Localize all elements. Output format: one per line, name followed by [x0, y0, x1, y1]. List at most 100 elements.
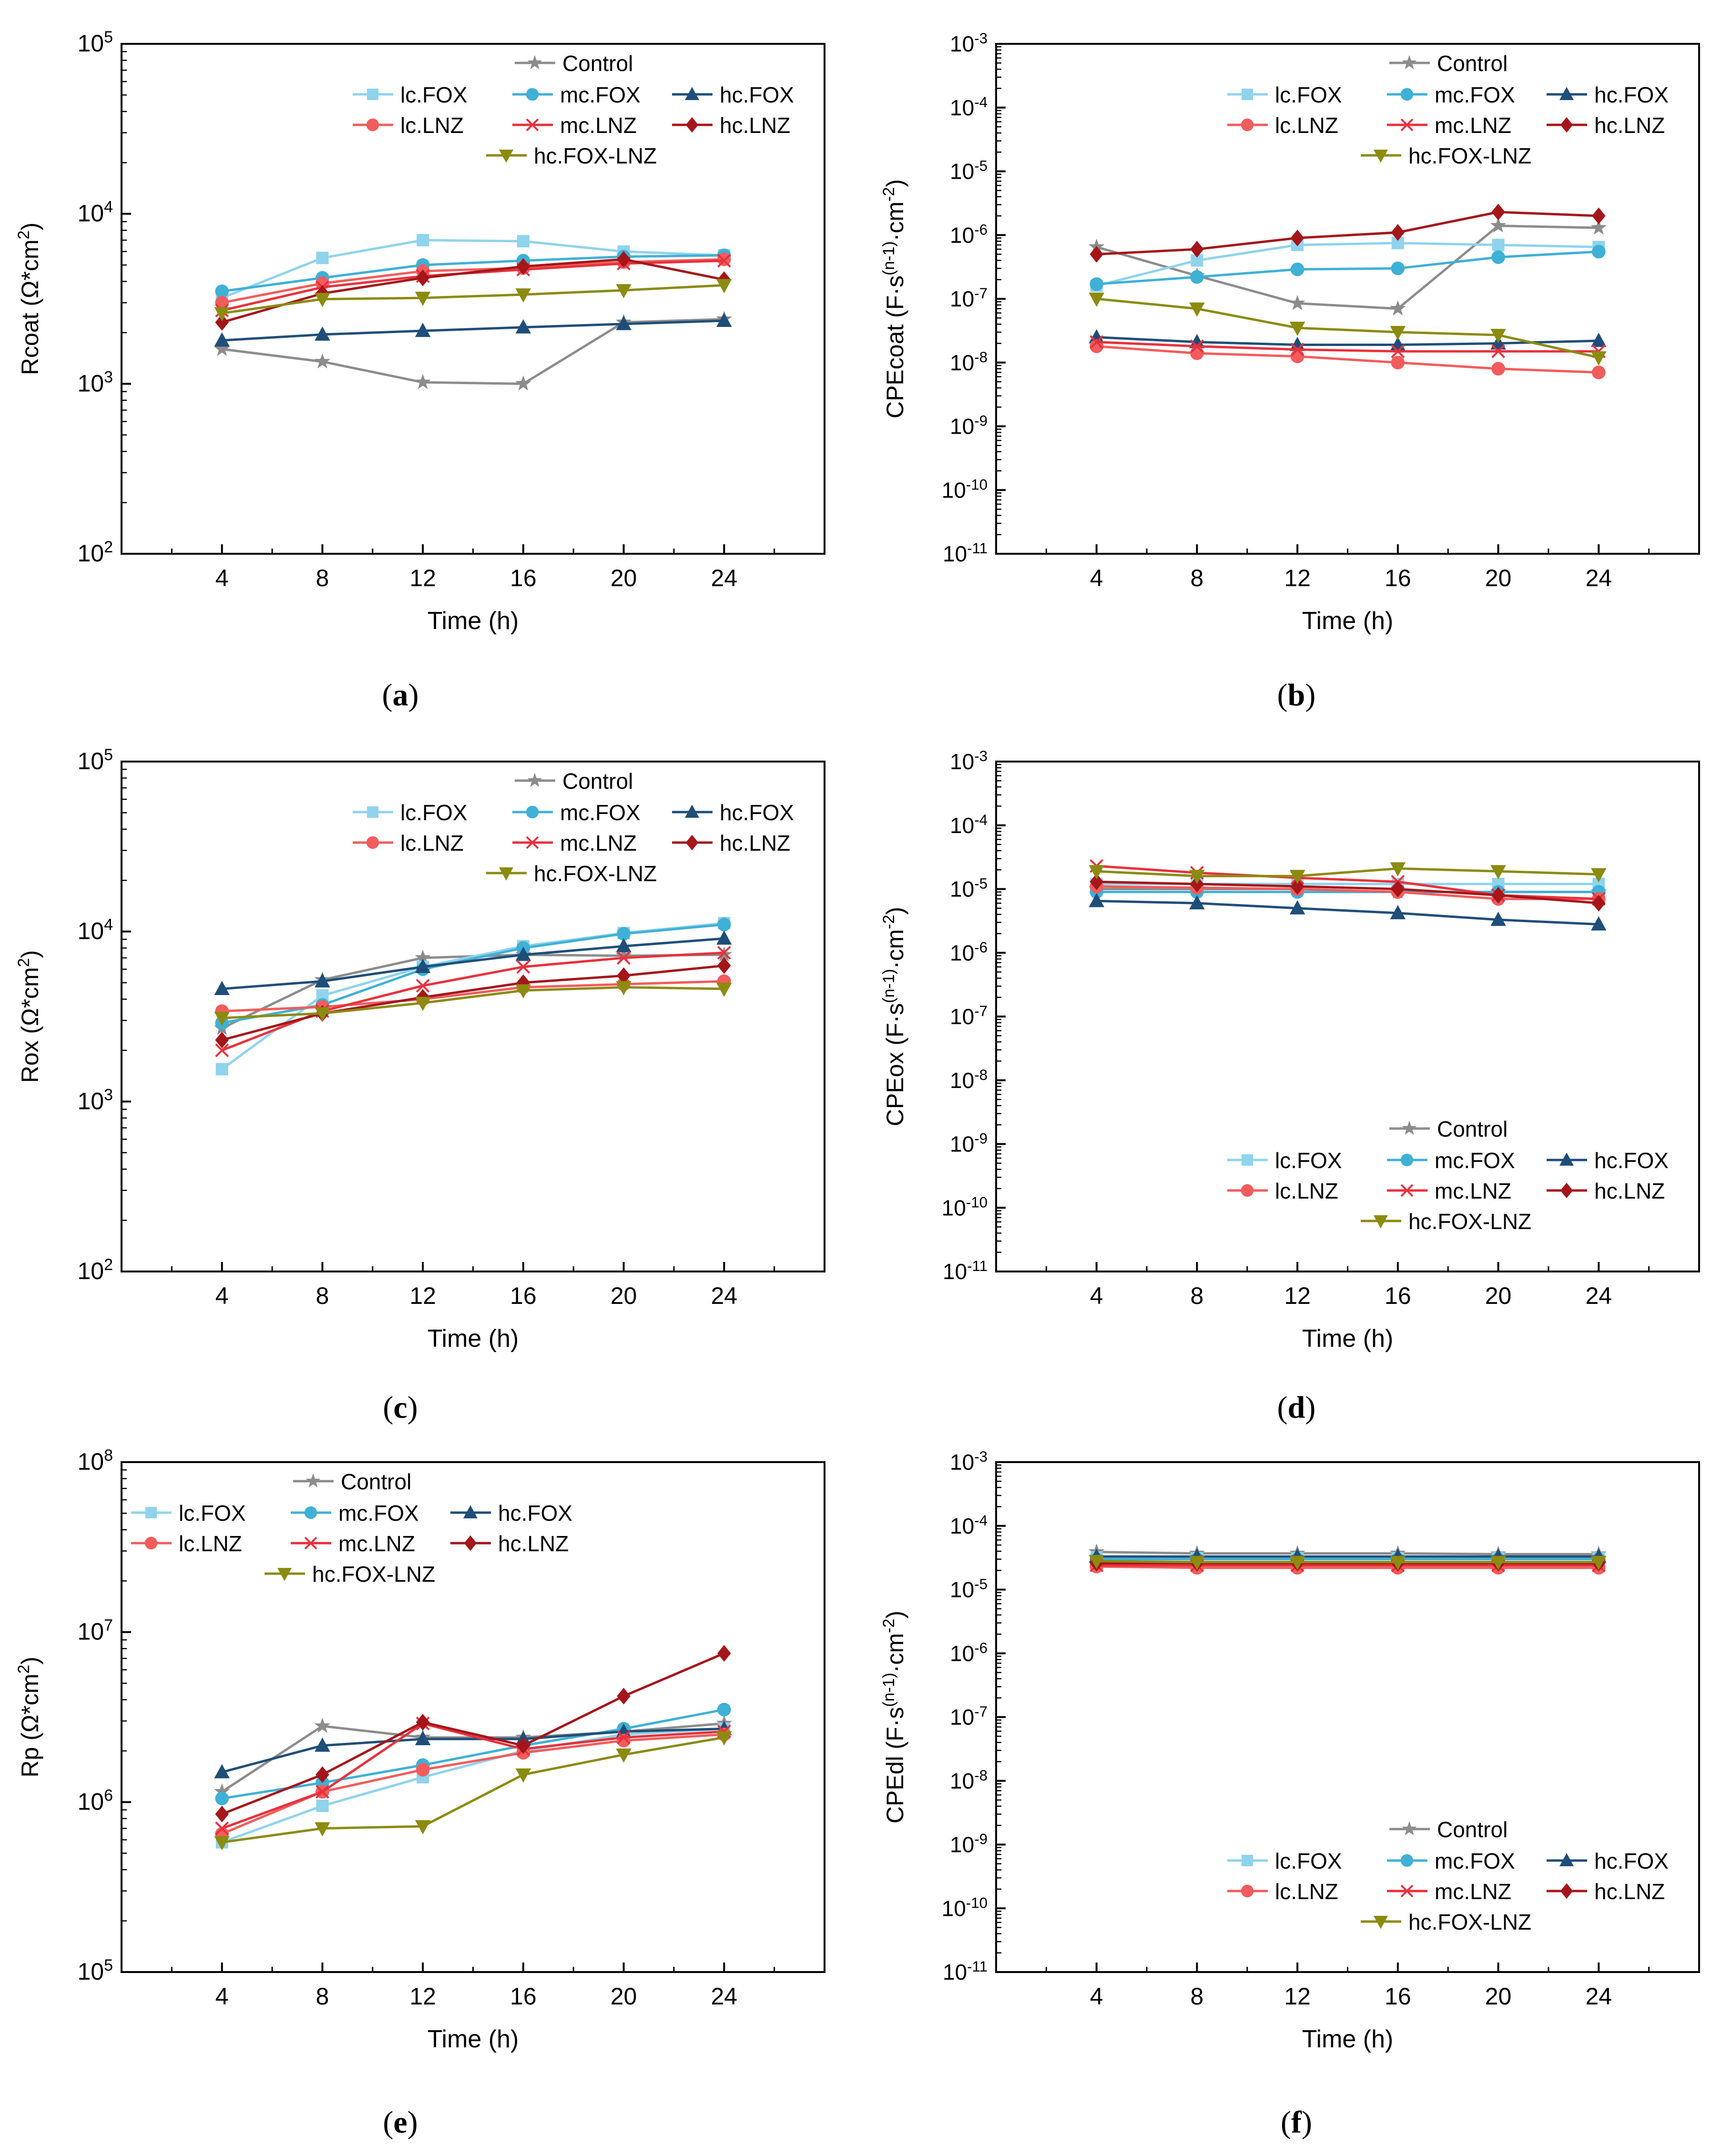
marker-cross [215, 1043, 229, 1058]
marker-star [527, 55, 542, 70]
marker-star [314, 1718, 331, 1733]
legend-item-lc-lnz: lc.LNZ [1227, 113, 1338, 138]
marker-triangle-down [1374, 1215, 1388, 1229]
series-line [1096, 900, 1599, 925]
y-tick-label: 103 [77, 368, 113, 397]
marker-triangle-down [214, 307, 230, 322]
marker-triangle-up [1289, 900, 1305, 915]
marker-square [215, 1063, 228, 1076]
marker-star [214, 1783, 230, 1799]
marker-triangle-down [214, 1836, 230, 1851]
x-tick-label: 4 [1090, 1282, 1103, 1309]
legend-item-mc-fox: mc.FOX [1387, 82, 1515, 107]
legend-item-hc-fox-lnz: hc.FOX-LNZ [1361, 143, 1531, 168]
y-tick-label: 10-5 [950, 875, 988, 902]
series-hc-fox-lnz [1089, 862, 1607, 885]
marker-diamond [1491, 203, 1505, 221]
marker-circle [526, 88, 539, 101]
x-tick-label: 20 [611, 565, 637, 591]
series-hc-fox [1089, 329, 1607, 351]
series-line [222, 284, 724, 315]
legend: Control lc.FOX mc.FOX hc.FOX lc.LNZ mc.LNZ hc.… [1227, 1117, 1669, 1234]
marker-star [527, 773, 542, 787]
x-tick-label: 24 [1585, 565, 1612, 591]
marker-circle [1391, 356, 1405, 370]
x-tick-label: 8 [316, 1983, 329, 2010]
series-line [222, 319, 724, 342]
marker-diamond [1290, 878, 1304, 895]
marker-star [1402, 1120, 1417, 1135]
series-hc-fox [214, 930, 732, 995]
marker-star [615, 947, 632, 963]
legend-label: lc.LNZ [400, 113, 464, 138]
legend-item-control: Control [515, 51, 633, 76]
marker-circle [1491, 362, 1505, 376]
legend-item-control: Control [293, 1469, 411, 1494]
legend-item-hc-lnz: hc.LNZ [672, 113, 790, 138]
legend: Control lc.FOX mc.FOX hc.FOX lc.LNZ mc.LNZ hc.… [353, 51, 794, 168]
legend-label: lc.FOX [179, 1501, 246, 1525]
marker-triangle-up [1289, 336, 1305, 351]
marker-diamond [516, 258, 530, 275]
x-tick-label: 20 [1485, 1282, 1512, 1309]
series-hc-fox [214, 313, 732, 347]
marker-cross [1400, 118, 1414, 132]
series-line [1096, 1565, 1599, 1569]
marker-triangle-down [716, 1731, 732, 1746]
legend-item-mc-fox: mc.FOX [291, 1501, 419, 1525]
legend-label: hc.FOX [720, 82, 794, 107]
x-axis-label: Time (h) [1302, 607, 1394, 635]
series-line [1096, 1550, 1599, 1556]
legend: Control lc.FOX mc.FOX hc.FOX lc.LNZ mc.LNZ hc.… [1227, 51, 1669, 168]
series-line [222, 1727, 724, 1773]
x-tick-label: 4 [1090, 565, 1103, 591]
series-line [222, 1708, 724, 1800]
legend-item-control: Control [1389, 1117, 1508, 1141]
y-axis: 105 106 107 108 [77, 1446, 131, 1985]
legend-item-lc-fox: lc.FOX [1227, 1849, 1342, 1873]
marker-triangle-down [616, 981, 632, 996]
y-tick-label: 10-3 [950, 30, 988, 57]
legend-item-lc-fox: lc.FOX [131, 1501, 246, 1525]
marker-diamond [1391, 224, 1405, 241]
legend-item-mc-fox: mc.FOX [512, 800, 641, 825]
marker-circle [1400, 1153, 1414, 1167]
x-tick-label: 8 [316, 565, 329, 591]
x-tick-label: 24 [711, 565, 737, 591]
legend-label: lc.FOX [1275, 1849, 1342, 1873]
marker-diamond [416, 269, 430, 286]
series-hc-fox-lnz [214, 981, 732, 1026]
chart-panel-c: 4 8 12 16 20 24 Time (h) 102 103 104 105 Rox (Ω*cm2… [15, 746, 825, 1425]
marker-diamond [1090, 873, 1104, 890]
marker-cross [1400, 1184, 1414, 1197]
legend-label: mc.FOX [560, 82, 641, 107]
marker-diamond [316, 1766, 329, 1783]
y-tick-label: 107 [77, 1617, 113, 1645]
marker-diamond [617, 967, 631, 984]
legend-label: hc.LNZ [720, 113, 790, 138]
series-control [1089, 217, 1607, 315]
marker-triangle-down [1591, 351, 1607, 366]
marker-triangle-up [716, 930, 732, 945]
marker-circle [1491, 250, 1505, 264]
marker-circle [1591, 244, 1606, 259]
chart-panel-e: 4 8 12 16 20 24 Time (h) 105 106 107 108 Rp (Ω*cm2)… [15, 1446, 825, 2140]
series-line [222, 254, 724, 293]
marker-star [1490, 217, 1507, 233]
legend-label: hc.LNZ [1594, 113, 1665, 138]
legend-item-hc-lnz: hc.LNZ [672, 831, 790, 855]
panel-caption: (a) [382, 678, 419, 712]
y-tick-label: 10-4 [950, 1512, 988, 1538]
legend-label: mc.LNZ [560, 831, 637, 855]
marker-star [1289, 295, 1305, 310]
marker-cross [1290, 343, 1304, 356]
marker-star [515, 375, 531, 391]
y-tick-label: 10-6 [950, 221, 988, 248]
legend-item-mc-fox: mc.FOX [1387, 1849, 1515, 1873]
legend-label: hc.LNZ [1594, 1179, 1665, 1203]
marker-cross [1090, 335, 1104, 349]
marker-cross [526, 836, 539, 849]
marker-triangle-up [616, 315, 632, 330]
series-hc-lnz [215, 1645, 731, 1823]
y-tick-label: 10-5 [950, 157, 988, 184]
